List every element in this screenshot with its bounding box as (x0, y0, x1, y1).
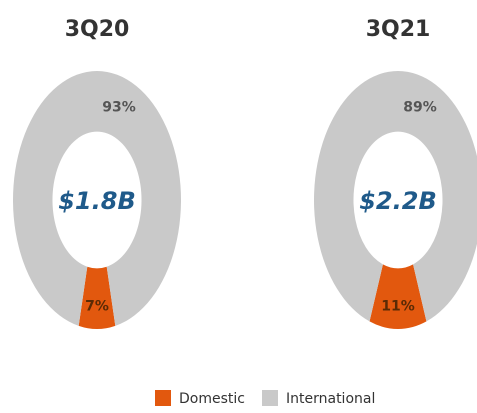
value-label: 7% (85, 299, 109, 315)
legend-swatch (262, 390, 278, 406)
legend-label: Domestic (179, 391, 245, 407)
legend-label: International (286, 391, 375, 407)
center-label: $2.2B (359, 187, 437, 215)
slice (314, 71, 477, 322)
slice (78, 266, 116, 330)
chart-title: 3Q20 (65, 17, 130, 42)
value-label: 93% (102, 99, 136, 115)
center-label: $1.8B (58, 187, 136, 215)
chart-title: 3Q21 (366, 17, 431, 42)
donut (12, 71, 182, 330)
slice (369, 264, 427, 329)
slice (12, 71, 182, 326)
value-label: 89% (403, 99, 437, 115)
value-label: 11% (381, 299, 415, 315)
legend-swatch (155, 390, 171, 406)
donut (314, 71, 477, 329)
